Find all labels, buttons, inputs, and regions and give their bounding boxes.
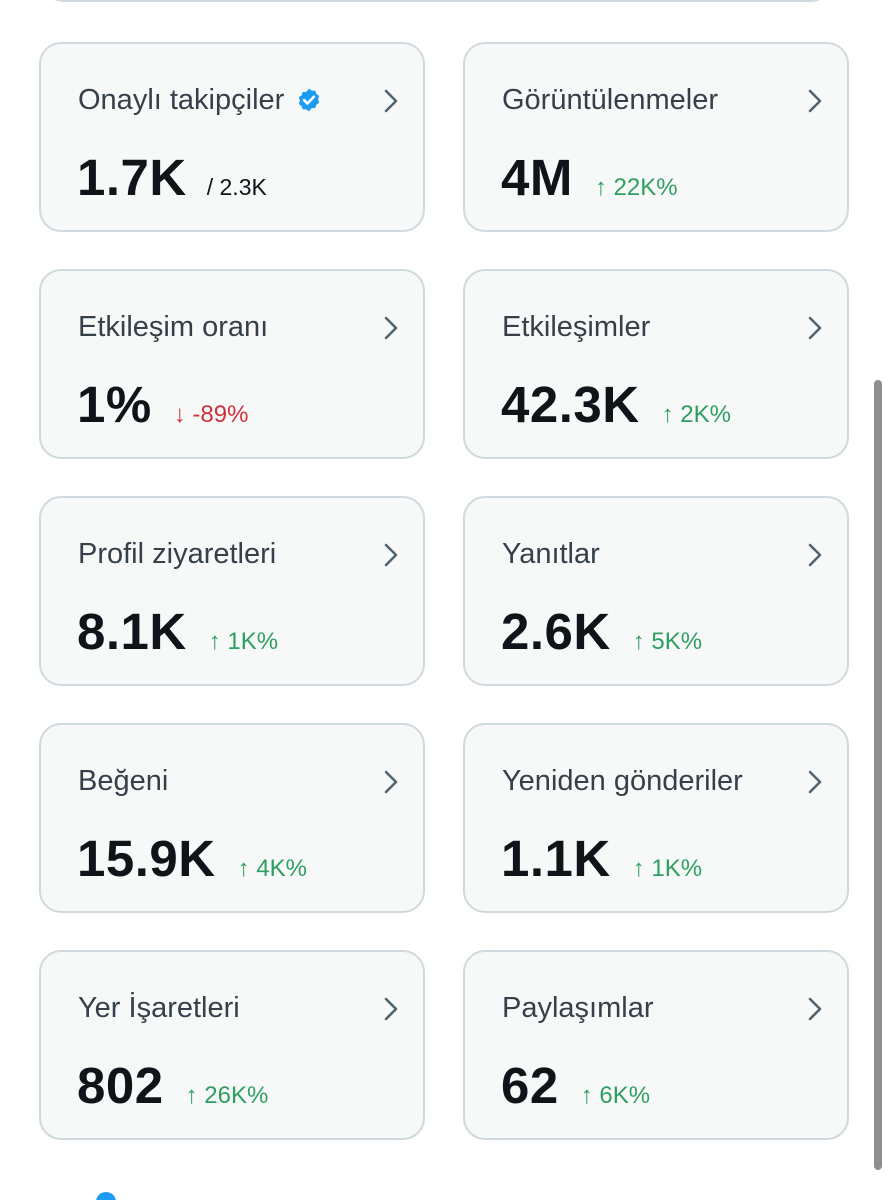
card-value-row: 1.7K / 2.3K [77, 148, 267, 214]
card-label: Yanıtlar [502, 537, 600, 570]
card-value-row: 42.3K ↑ 2K% [501, 375, 731, 441]
card-label: Yeniden gönderiler [502, 764, 743, 797]
card-label: Onaylı takipçiler [78, 83, 285, 116]
card-label: Etkileşimler [502, 310, 651, 343]
card-value: 8.1K [77, 603, 187, 660]
card-value-row: 1.1K ↑ 1K% [501, 829, 702, 895]
card-engagement-rate[interactable]: Etkileşim oranı 1% ↓ -89% [39, 269, 425, 459]
card-value-row: 15.9K ↑ 4K% [77, 829, 307, 895]
card-delta: ↑ 4K% [237, 855, 307, 882]
card-value: 1.7K [77, 149, 187, 206]
chevron-right-icon [808, 770, 822, 794]
card-value: 802 [77, 1057, 164, 1114]
card-label-row: Etkileşimler [502, 307, 650, 347]
partial-blue-icon [96, 1192, 116, 1200]
card-delta: ↑ 22K% [594, 174, 678, 201]
card-label: Profil ziyaretleri [78, 537, 277, 570]
chevron-right-icon [384, 543, 398, 567]
card-label-row: Yeniden gönderiler [502, 761, 743, 801]
chevron-right-icon [808, 543, 822, 567]
previous-card-edge [40, 0, 834, 2]
card-label: Etkileşim oranı [78, 310, 269, 343]
chevron-right-icon [808, 316, 822, 340]
chevron-right-icon [384, 89, 398, 113]
verified-badge-icon [299, 88, 320, 112]
card-label-row: Görüntülenmeler [502, 80, 718, 120]
chevron-right-icon [808, 997, 822, 1021]
card-label-row: Onaylı takipçiler [78, 80, 322, 120]
card-shares[interactable]: Paylaşımlar 62 ↑ 6K% [463, 950, 849, 1140]
vertical-scrollbar[interactable] [874, 380, 882, 1170]
card-total: / 2.3K [206, 174, 267, 200]
card-label-row: Beğeni [78, 761, 168, 801]
card-label-row: Profil ziyaretleri [78, 534, 276, 574]
card-delta: ↑ 2K% [661, 401, 731, 428]
card-label: Yer İşaretleri [78, 991, 240, 1024]
card-impressions[interactable]: Görüntülenmeler 4M ↑ 22K% [463, 42, 849, 232]
card-label-row: Yanıtlar [502, 534, 600, 574]
card-label-row: Paylaşımlar [502, 988, 654, 1028]
card-value-row: 2.6K ↑ 5K% [501, 602, 702, 668]
card-value: 2.6K [501, 603, 611, 660]
chevron-right-icon [384, 997, 398, 1021]
chevron-right-icon [808, 89, 822, 113]
card-value: 62 [501, 1057, 559, 1114]
card-label-row: Yer İşaretleri [78, 988, 240, 1028]
card-delta: ↑ 26K% [185, 1082, 269, 1109]
card-value-row: 62 ↑ 6K% [501, 1056, 650, 1122]
card-value-row: 1% ↓ -89% [77, 375, 248, 441]
card-replies[interactable]: Yanıtlar 2.6K ↑ 5K% [463, 496, 849, 686]
card-verified-followers[interactable]: Onaylı takipçiler 1.7K / 2.3K [39, 42, 425, 232]
card-engagements[interactable]: Etkileşimler 42.3K ↑ 2K% [463, 269, 849, 459]
card-delta: ↑ 1K% [208, 628, 279, 655]
chevron-right-icon [384, 316, 398, 340]
card-reposts[interactable]: Yeniden gönderiler 1.1K ↑ 1K% [463, 723, 849, 913]
card-value-row: 802 ↑ 26K% [77, 1056, 268, 1122]
card-value: 42.3K [501, 376, 640, 433]
card-delta: ↓ -89% [173, 401, 249, 428]
card-bookmarks[interactable]: Yer İşaretleri 802 ↑ 26K% [39, 950, 425, 1140]
card-value-row: 4M ↑ 22K% [501, 148, 678, 214]
card-value: 4M [501, 149, 573, 206]
card-value: 15.9K [77, 830, 216, 887]
card-delta: ↑ 6K% [580, 1082, 651, 1109]
card-likes[interactable]: Beğeni 15.9K ↑ 4K% [39, 723, 425, 913]
card-value: 1.1K [501, 830, 611, 887]
card-delta: ↑ 1K% [632, 855, 703, 882]
card-label: Görüntülenmeler [502, 83, 718, 116]
card-label-row: Etkileşim oranı [78, 307, 268, 347]
card-delta: ↑ 5K% [632, 628, 703, 655]
card-label: Beğeni [78, 764, 169, 797]
card-label: Paylaşımlar [502, 991, 654, 1024]
card-profile-visits[interactable]: Profil ziyaretleri 8.1K ↑ 1K% [39, 496, 425, 686]
chevron-right-icon [384, 770, 398, 794]
card-value-row: 8.1K ↑ 1K% [77, 602, 278, 668]
card-value: 1% [77, 376, 152, 433]
